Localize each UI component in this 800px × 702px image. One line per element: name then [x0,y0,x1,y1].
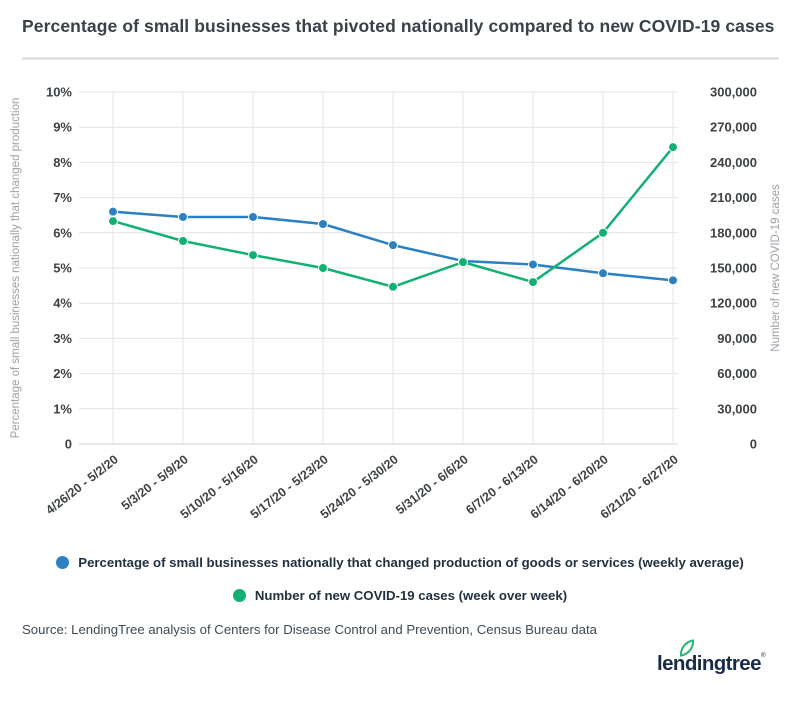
data-point-cases[interactable] [388,281,398,292]
y-axis-tick-right: 120,000 [710,296,757,311]
y-axis-tick-left: 3% [53,331,72,346]
lendingtree-logo: lendingtree® [657,639,767,686]
data-point-cases[interactable] [248,250,258,261]
y-axis-tick-left: 1% [53,401,72,416]
x-axis-tick-label: 6/7/20 - 6/13/20 [463,452,541,517]
title-divider [22,57,779,60]
y-axis-tick-right: 270,000 [710,120,757,135]
y-axis-tick-right: 0 [750,437,757,452]
right-axis-title: Number of new COVID-19 cases [770,184,782,352]
y-axis-tick-right: 300,000 [710,85,757,100]
y-axis-tick-right: 90,000 [717,331,757,346]
data-point-pct[interactable] [178,211,188,222]
y-axis-tick-right: 240,000 [710,155,757,170]
data-point-cases[interactable] [528,277,538,288]
y-axis-tick-left: 10% [46,85,72,100]
logo-text: lendingtree® [657,652,766,675]
legend-dot-pct-icon [56,556,70,569]
x-axis-tick-label: 5/31/20 - 6/6/20 [393,452,471,517]
data-point-pct[interactable] [318,219,328,229]
legend-label-pct: Percentage of small businesses nationall… [78,555,744,570]
y-axis-tick-right: 180,000 [710,225,757,240]
y-axis-tick-right: 30,000 [717,401,757,416]
y-axis-tick-right: 210,000 [710,190,757,205]
data-point-pct[interactable] [528,259,538,270]
data-point-cases[interactable] [598,227,608,238]
y-axis-tick-left: 0 [65,437,72,452]
legend-item-cases: Number of new COVID-19 cases (week over … [0,588,800,603]
y-axis-tick-left: 9% [53,120,72,135]
y-axis-tick-left: 5% [53,261,72,276]
data-point-pct[interactable] [108,206,118,217]
data-point-cases[interactable] [108,216,118,227]
x-axis-tick-label: 5/3/20 - 5/9/20 [119,452,191,513]
y-axis-tick-left: 4% [53,296,72,311]
data-point-pct[interactable] [248,211,258,222]
legend-label-cases: Number of new COVID-19 cases (week over … [254,588,568,603]
data-point-pct[interactable] [668,275,678,286]
y-axis-tick-left: 6% [53,225,72,240]
data-point-cases[interactable] [668,142,678,153]
y-axis-tick-right: 150,000 [710,261,757,276]
data-point-cases[interactable] [458,257,468,268]
line-chart: 10% 300,000 9% 270,000 8% 240,000 7% 210,000 6% 1… [10,85,782,522]
chart-title: Percentage of small businesses that pivo… [22,16,775,36]
y-axis-tick-left: 2% [53,366,72,381]
data-point-cases[interactable] [318,263,328,273]
legend-item-pct: Percentage of small businesses nationall… [0,555,800,570]
left-axis-title: Percentage of small businesses nationall… [10,98,22,439]
x-axis-tick-label: 4/26/20 - 5/2/20 [43,452,121,517]
y-axis-tick-left: 7% [53,190,72,205]
y-axis-tick-left: 8% [53,155,72,170]
data-point-pct[interactable] [598,268,608,279]
data-point-pct[interactable] [388,240,398,251]
data-point-cases[interactable] [178,236,188,247]
source-note: Source: LendingTree analysis of Centers … [22,622,597,637]
y-axis-tick-right: 60,000 [717,366,757,381]
legend-dot-cases-icon [232,589,246,602]
registered-mark: ® [760,652,766,659]
